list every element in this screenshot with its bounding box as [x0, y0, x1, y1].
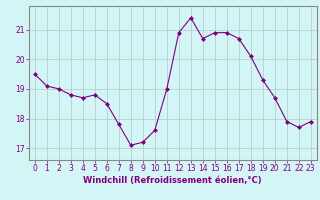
X-axis label: Windchill (Refroidissement éolien,°C): Windchill (Refroidissement éolien,°C) — [84, 176, 262, 185]
